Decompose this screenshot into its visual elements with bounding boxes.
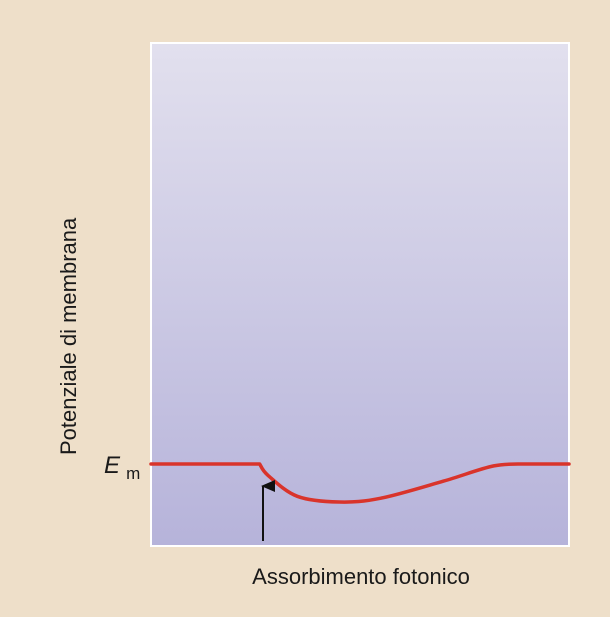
baseline-label-main: E <box>104 452 121 479</box>
y-axis-label: Potenziale di membrana <box>56 217 81 455</box>
x-axis-annotation: Assorbimento fotonico <box>252 564 470 589</box>
membrane-potential-line <box>149 462 571 504</box>
plot-area <box>150 42 570 547</box>
baseline-label: E m <box>104 452 140 483</box>
baseline-label-sub: m <box>126 464 140 483</box>
